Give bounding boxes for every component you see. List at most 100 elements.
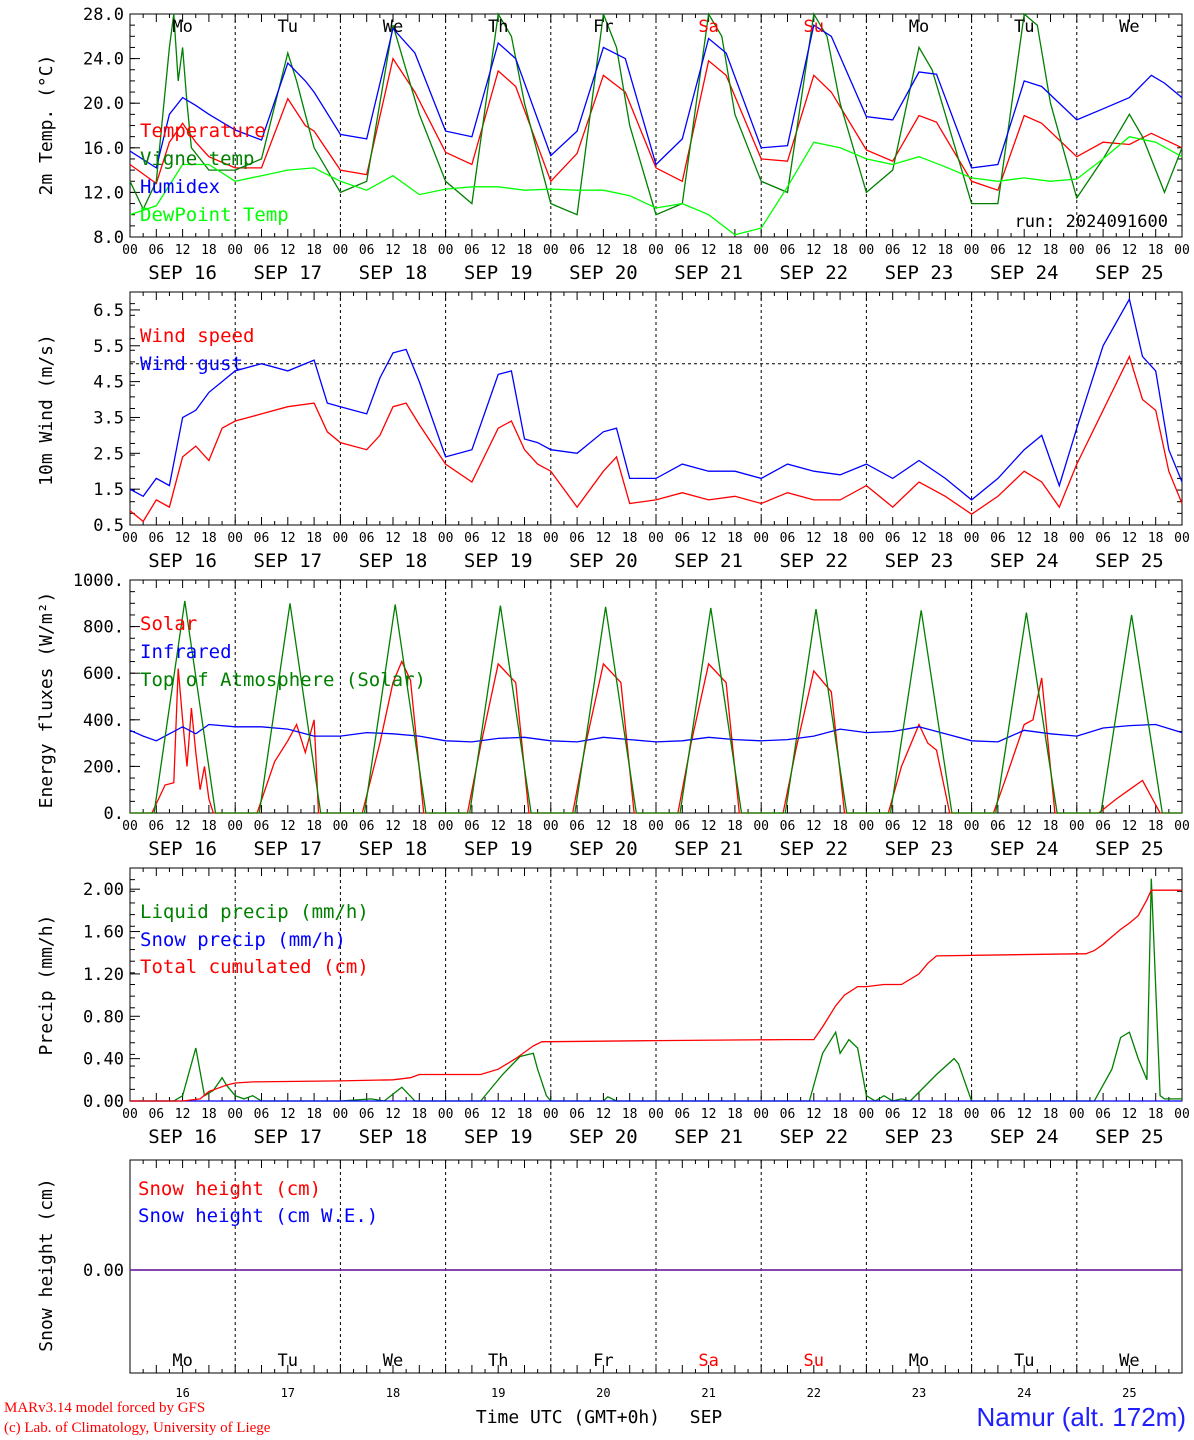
hour-tick-label: 18 xyxy=(1148,1107,1164,1122)
hour-tick-label: 06 xyxy=(464,1107,480,1122)
legend-entry: Temperature xyxy=(140,120,266,142)
hour-tick-label: 12 xyxy=(596,243,612,258)
hour-tick-label: 18 xyxy=(201,819,217,834)
hour-tick-label: 00 xyxy=(227,531,243,546)
date-label: SEP 18 xyxy=(359,262,428,284)
day-letter: Fr xyxy=(593,1351,613,1371)
hour-tick-label: 06 xyxy=(885,531,901,546)
series-line-top-of-atmosphere-solar- xyxy=(130,600,1182,814)
hour-tick-label: 00 xyxy=(333,1107,349,1122)
day-letter: We xyxy=(1119,17,1139,37)
hour-tick-label: 00 xyxy=(1174,819,1190,834)
hour-tick-label: 18 xyxy=(1043,243,1059,258)
hour-tick-label: 18 xyxy=(832,531,848,546)
date-label: SEP 23 xyxy=(885,550,954,572)
date-label: SEP 24 xyxy=(990,838,1059,860)
hour-tick-label: 00 xyxy=(438,531,454,546)
day-letter: Mo xyxy=(909,17,929,37)
series-line-total-cumulated-cm- xyxy=(130,889,1182,1102)
legend-entry: Snow precip (mm/h) xyxy=(140,929,346,951)
hour-tick-label: 18 xyxy=(411,243,427,258)
date-label: SEP 22 xyxy=(779,838,848,860)
hour-tick-label: 06 xyxy=(780,1107,796,1122)
date-label: SEP 21 xyxy=(674,838,743,860)
legend-entry: Liquid precip (mm/h) xyxy=(140,901,369,923)
date-label: SEP 16 xyxy=(148,838,217,860)
hour-tick-label: 12 xyxy=(175,1107,191,1122)
hour-tick-label: 12 xyxy=(596,819,612,834)
x-axis-title: Time UTC (GMT+0h) xyxy=(476,1407,660,1428)
y-tick-label: 0.5 xyxy=(93,516,124,536)
hour-tick-label: 06 xyxy=(148,1107,164,1122)
hour-tick-label: 00 xyxy=(227,243,243,258)
hour-tick-label: 06 xyxy=(464,819,480,834)
series-line-humidex xyxy=(129,24,1183,169)
hour-tick-label: 18 xyxy=(517,819,533,834)
hour-tick-label: 06 xyxy=(1095,1107,1111,1122)
hour-tick-label: 06 xyxy=(148,531,164,546)
hour-tick-label: 18 xyxy=(1043,819,1059,834)
panel-2: 0.5 1.5 2.5 3.5 4.5 5.5 6.5 10m Wind (m/s) Wind … xyxy=(36,291,1190,572)
hour-tick-label: 06 xyxy=(569,243,585,258)
y-tick-label: 6.5 xyxy=(93,301,124,321)
hour-tick-label: 12 xyxy=(596,531,612,546)
hour-tick-label: 12 xyxy=(806,243,822,258)
legend-entry: Top of Atmosphere (Solar) xyxy=(140,669,426,691)
hour-tick-label: 00 xyxy=(122,819,138,834)
hour-tick-label: 06 xyxy=(359,1107,375,1122)
hour-tick-label: 00 xyxy=(859,819,875,834)
day-letter: Tu xyxy=(1014,17,1034,37)
date-label: SEP 19 xyxy=(464,262,533,284)
day-letter: Tu xyxy=(278,17,298,37)
hour-tick-label: 06 xyxy=(780,243,796,258)
day-letter: Tu xyxy=(278,1351,298,1371)
series-line-dewpoint-temp xyxy=(129,135,1183,236)
hour-tick-label: 18 xyxy=(832,1107,848,1122)
y-tick-label: 0.00 xyxy=(83,1092,124,1112)
day-letter: Su xyxy=(804,17,824,37)
hour-tick-label: 00 xyxy=(964,819,980,834)
hour-tick-label: 06 xyxy=(1095,819,1111,834)
y-tick-label: 1.5 xyxy=(93,480,124,500)
hour-tick-label: 00 xyxy=(648,531,664,546)
hour-tick-label: 00 xyxy=(648,819,664,834)
hour-tick-label: 12 xyxy=(490,1107,506,1122)
date-label: SEP 22 xyxy=(779,262,848,284)
hour-tick-label: 12 xyxy=(596,1107,612,1122)
y-tick-label: 5.5 xyxy=(93,337,124,357)
hour-tick-label: 00 xyxy=(122,243,138,258)
date-label: SEP 23 xyxy=(885,1126,954,1148)
run-label: run: 2024091600 xyxy=(1014,212,1168,232)
hour-tick-label: 00 xyxy=(1174,531,1190,546)
y-axis-title: 2m Temp. (°C) xyxy=(36,55,57,196)
hour-tick-label: 00 xyxy=(1174,1107,1190,1122)
day-number: 25 xyxy=(1122,1386,1136,1400)
date-label: SEP 20 xyxy=(569,262,638,284)
y-tick-label: 1000. xyxy=(73,571,124,591)
date-label: SEP 25 xyxy=(1095,838,1164,860)
hour-tick-label: 18 xyxy=(1043,531,1059,546)
hour-tick-label: 00 xyxy=(122,531,138,546)
date-label: SEP 24 xyxy=(990,262,1059,284)
hour-tick-label: 12 xyxy=(280,1107,296,1122)
date-label: SEP 22 xyxy=(779,1126,848,1148)
hour-tick-label: 06 xyxy=(885,819,901,834)
hour-tick-label: 12 xyxy=(490,243,506,258)
hour-tick-label: 18 xyxy=(832,819,848,834)
hour-tick-label: 00 xyxy=(543,819,559,834)
date-label: SEP 18 xyxy=(359,838,428,860)
hour-tick-label: 12 xyxy=(280,531,296,546)
hour-tick-label: 12 xyxy=(701,243,717,258)
day-number: 16 xyxy=(175,1386,189,1400)
hour-tick-label: 06 xyxy=(990,531,1006,546)
hour-tick-label: 06 xyxy=(569,819,585,834)
day-letter: Fr xyxy=(593,17,613,37)
hour-tick-label: 18 xyxy=(727,531,743,546)
hour-tick-label: 00 xyxy=(438,243,454,258)
legend-entry: Vigne temp xyxy=(140,148,254,170)
y-tick-label: 2.00 xyxy=(83,880,124,900)
hour-tick-label: 18 xyxy=(622,819,638,834)
hour-tick-label: 12 xyxy=(701,1107,717,1122)
hour-tick-label: 12 xyxy=(1016,531,1032,546)
hour-tick-label: 12 xyxy=(385,243,401,258)
